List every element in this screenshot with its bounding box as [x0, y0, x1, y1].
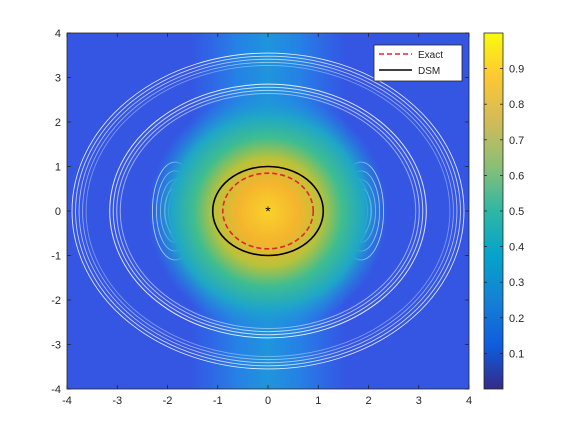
y-tick-label: -1 — [51, 251, 61, 263]
x-tick-label: -2 — [163, 395, 173, 407]
colorbar-tick-label: 0.2 — [509, 313, 524, 325]
heatmap-field — [71, 33, 465, 389]
colorbar-tick-label: 0.8 — [509, 99, 524, 111]
contour-ring — [109, 83, 427, 339]
x-tick-label: -4 — [62, 395, 72, 407]
x-tick-label: 0 — [265, 395, 271, 407]
x-tick-label: -3 — [112, 395, 122, 407]
x-tick-label: -1 — [213, 395, 223, 407]
dsm-boundary — [211, 165, 325, 257]
boundaries: * — [211, 165, 325, 257]
y-tick-label: 1 — [55, 162, 61, 174]
y-tick-label: 3 — [55, 73, 61, 85]
colorbar: 0.1 0.2 0.3 0.4 0.5 0.6 0.7 0.8 0.9 — [483, 32, 524, 390]
colorbar-tick-label: 0.1 — [509, 348, 524, 360]
contour-ring — [78, 58, 458, 364]
y-tick-label: -4 — [51, 384, 61, 396]
y-axis-ticks: -4 -3 -2 -1 0 1 2 3 4 — [51, 28, 469, 396]
plot-area: -4 -3 -2 -1 0 1 2 3 4 -4 -3 -2 -1 0 1 2 3 4 * — [51, 28, 472, 407]
x-tick-label: 3 — [416, 395, 422, 407]
legend: Exact DSM — [373, 44, 463, 82]
colorbar-tick-label: 0.7 — [509, 135, 524, 147]
colorbar-ticks: 0.1 0.2 0.3 0.4 0.5 0.6 0.7 0.8 0.9 — [484, 64, 524, 360]
y-tick-label: 4 — [55, 28, 61, 40]
x-tick-label: 2 — [365, 395, 371, 407]
contour-ring — [71, 52, 465, 370]
contour-ring — [85, 65, 451, 357]
colorbar-tick-label: 0.5 — [509, 206, 524, 218]
legend-label: DSM — [418, 66, 440, 77]
contour-ring — [75, 55, 461, 367]
contour-ring — [82, 61, 454, 361]
colorbar-tick-label: 0.6 — [509, 170, 524, 182]
exact-boundary — [221, 172, 315, 250]
colorbar-tick-label: 0.3 — [509, 277, 524, 289]
center-marker: * — [265, 203, 271, 219]
central-peak — [138, 87, 398, 337]
y-tick-label: 0 — [55, 206, 61, 218]
legend-box — [373, 44, 463, 82]
y-tick-label: -2 — [51, 295, 61, 307]
x-axis-ticks: -4 -3 -2 -1 0 1 2 3 4 — [62, 33, 472, 407]
y-tick-label: -3 — [51, 340, 61, 352]
colorbar-tick-label: 0.9 — [509, 64, 524, 76]
x-tick-label: 1 — [315, 395, 321, 407]
x-tick-label: 4 — [466, 395, 472, 407]
colorbar-tick-label: 0.4 — [509, 242, 524, 254]
legend-label: Exact — [418, 50, 443, 61]
y-tick-label: 2 — [55, 117, 61, 129]
